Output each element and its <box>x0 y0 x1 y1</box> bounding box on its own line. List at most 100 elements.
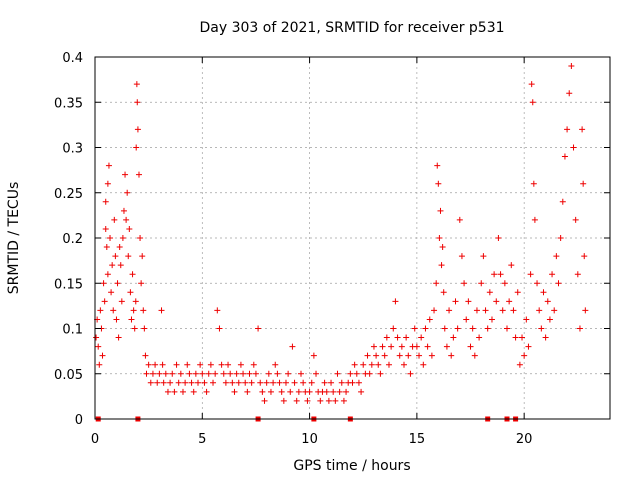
data-point <box>291 379 298 386</box>
data-point <box>542 334 549 341</box>
data-point <box>351 361 358 368</box>
data-point <box>561 153 568 160</box>
data-point <box>156 370 163 377</box>
data-point <box>128 316 135 323</box>
data-point <box>413 343 420 350</box>
data-point <box>370 343 377 350</box>
data-point <box>210 379 217 386</box>
data-point <box>117 262 124 269</box>
data-point <box>581 253 588 260</box>
data-point <box>508 262 515 269</box>
data-point <box>516 361 523 368</box>
data-point <box>227 370 234 377</box>
data-point <box>328 379 335 386</box>
data-point <box>147 379 154 386</box>
data-point <box>276 379 283 386</box>
data-point <box>118 298 125 305</box>
data-point <box>141 325 148 332</box>
data-point <box>237 361 244 368</box>
data-point <box>248 379 255 386</box>
data-point <box>216 325 223 332</box>
data-point <box>527 271 534 278</box>
data-point <box>310 352 317 359</box>
data-point <box>570 144 577 151</box>
y-tick-label: 0 <box>75 413 83 428</box>
data-point <box>278 388 285 395</box>
data-point <box>116 244 123 251</box>
data-point <box>103 244 110 251</box>
data-point <box>280 397 287 404</box>
x-tick-label: 15 <box>409 432 426 447</box>
data-point <box>426 316 433 323</box>
data-point <box>149 370 156 377</box>
data-point <box>124 189 131 196</box>
data-point <box>154 379 161 386</box>
data-point <box>120 207 127 214</box>
data-point <box>173 361 180 368</box>
data-point <box>467 343 474 350</box>
data-point <box>274 370 281 377</box>
data-point <box>104 271 111 278</box>
data-point <box>207 361 214 368</box>
data-point <box>574 271 581 278</box>
chart-title: Day 303 of 2021, SRMTID for receiver p53… <box>199 20 504 36</box>
data-point <box>390 325 397 332</box>
data-point <box>396 352 403 359</box>
data-point <box>179 388 186 395</box>
data-point <box>177 370 184 377</box>
data-point <box>529 99 536 106</box>
data-point <box>469 325 476 332</box>
data-point <box>93 334 100 341</box>
y-tick-label: 0.3 <box>62 142 83 157</box>
data-point <box>182 379 189 386</box>
data-point <box>308 379 315 386</box>
data-point <box>530 180 537 187</box>
data-point <box>450 334 457 341</box>
data-point <box>242 379 249 386</box>
y-tick-label: 0.35 <box>54 96 83 111</box>
x-tick-label: 5 <box>198 432 206 447</box>
data-point <box>171 388 178 395</box>
data-point <box>436 235 443 241</box>
data-point <box>111 216 118 223</box>
data-point <box>377 370 384 377</box>
data-point <box>478 280 485 287</box>
x-tick-label: 10 <box>301 432 318 447</box>
data-point <box>115 334 122 341</box>
data-point <box>325 397 332 404</box>
data-point <box>440 289 447 296</box>
data-point <box>458 253 465 260</box>
data-point <box>104 180 111 187</box>
data-point <box>300 379 307 386</box>
data-point <box>123 216 130 223</box>
data-point <box>131 325 138 332</box>
data-point <box>514 289 521 296</box>
data-point <box>298 370 304 377</box>
data-point <box>332 397 339 404</box>
data-point <box>422 325 429 332</box>
data-point <box>576 325 583 332</box>
data-point <box>566 90 573 97</box>
data-point <box>411 325 418 332</box>
data-point <box>205 370 212 377</box>
data-point <box>334 370 341 377</box>
data-point <box>484 325 491 332</box>
data-point <box>555 280 562 287</box>
data-point <box>323 388 330 395</box>
data-point <box>544 298 551 305</box>
data-point <box>293 397 300 404</box>
data-point <box>175 379 182 386</box>
data-point <box>257 379 264 386</box>
y-axis-label: SRMTID / TECUs <box>6 182 22 295</box>
data-point <box>525 343 532 350</box>
data-point <box>420 361 427 368</box>
data-point <box>439 244 446 251</box>
data-point <box>418 334 425 341</box>
data-point <box>127 289 134 296</box>
data-point <box>158 307 165 314</box>
data-point <box>551 307 558 314</box>
data-point <box>407 370 414 377</box>
data-point <box>100 280 107 287</box>
x-tick-label: 20 <box>516 432 533 447</box>
y-tick-label: 0.4 <box>62 51 83 66</box>
